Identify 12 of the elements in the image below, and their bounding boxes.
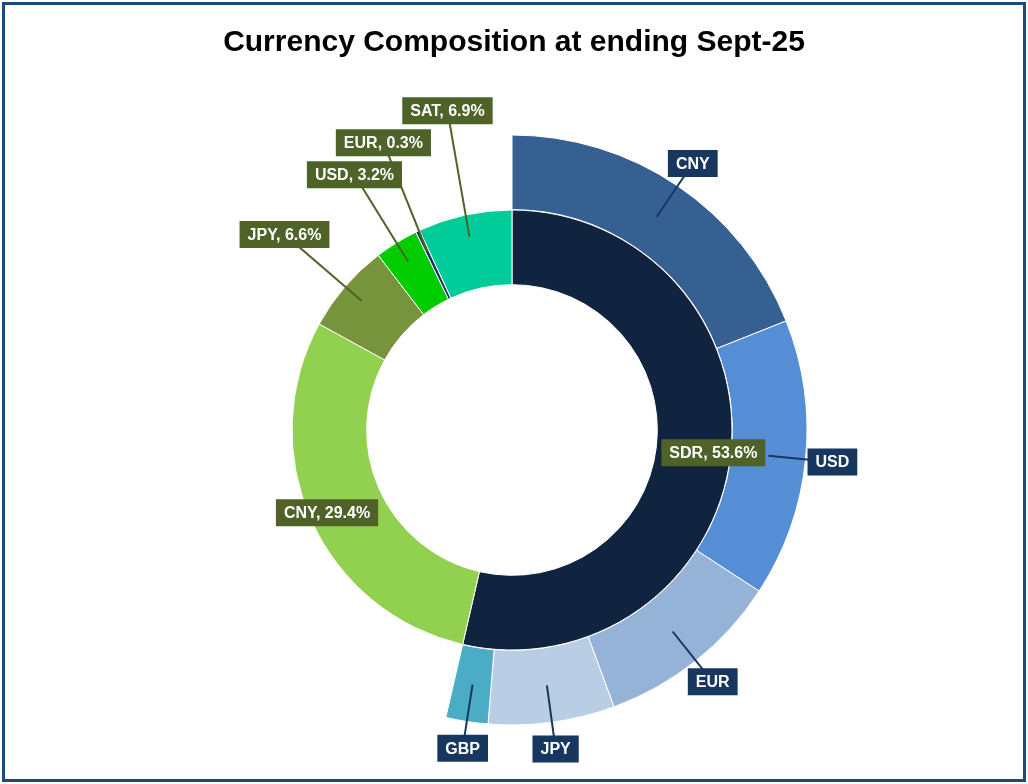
- slice-label: USD, 3.2%: [314, 166, 395, 184]
- chart-title: Currency Composition at ending Sept-25: [222, 24, 806, 58]
- slice-label: EUR, 0.3%: [343, 134, 423, 152]
- slice-label: GBP: [445, 739, 481, 757]
- slice-label: SDR, 53.6%: [669, 444, 758, 462]
- slice-label: USD: [815, 453, 850, 471]
- slice-label: CNY: [675, 154, 710, 172]
- slice-label: SAT, 6.9%: [410, 102, 485, 120]
- slice-label: EUR: [695, 673, 731, 691]
- slice-label: CNY, 29.4%: [283, 504, 371, 522]
- slice-label: JPY, 6.6%: [247, 225, 322, 243]
- slice-label: JPY: [540, 740, 572, 758]
